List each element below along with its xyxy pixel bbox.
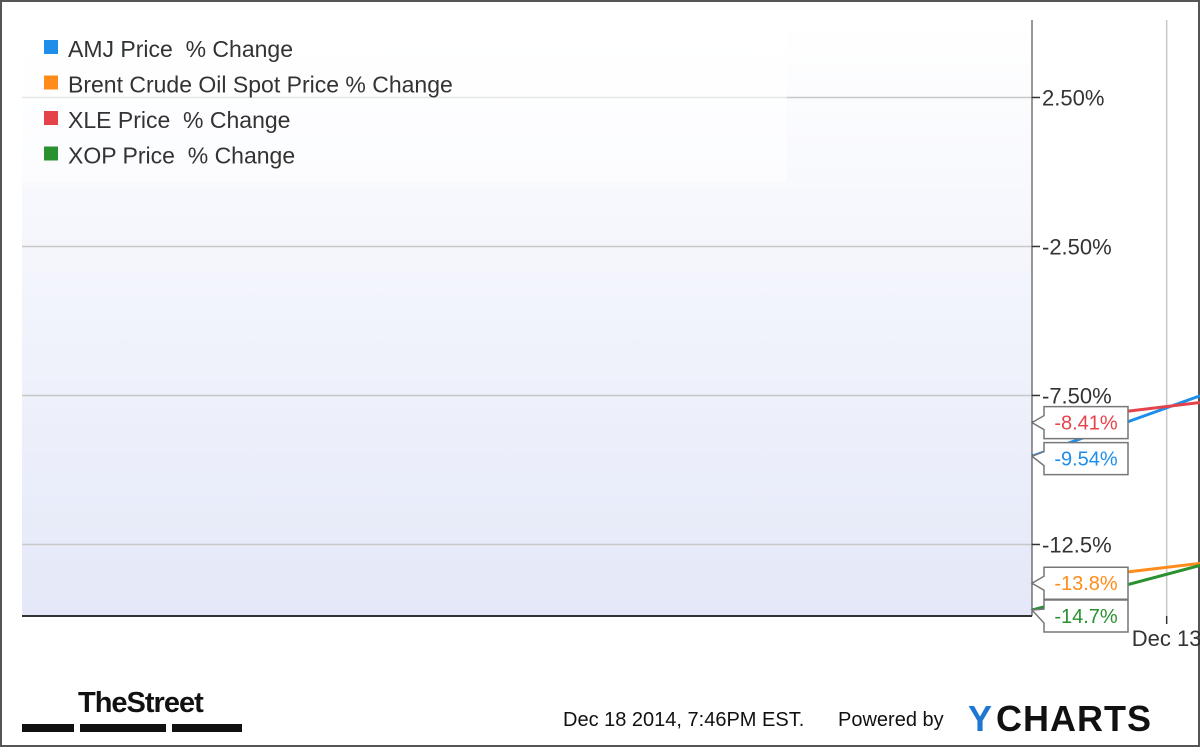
thestreet-logo: TheStreet (22, 687, 242, 732)
legend-label: XOP Price % Change (68, 143, 295, 169)
callout-box (1030, 441, 1129, 476)
x-axis-ticks: Dec 4Dec 7Dec 10Dec 13 (1132, 616, 1200, 651)
legend-label: AMJ Price % Change (68, 36, 293, 62)
end-value-callouts: -8.41% -9.54% -13.8% -14.7% (1030, 405, 1129, 633)
x-tick-label: Dec 13 (1132, 626, 1200, 651)
y-axis-ticks: 2.50% -2.50% -7.50% -12.5% (1032, 85, 1112, 557)
brand-y: Y (968, 698, 993, 739)
logo-bar (80, 724, 166, 732)
legend-swatch (44, 40, 58, 54)
legend-swatch (44, 146, 58, 161)
y-tick-label: -12.5% (1042, 532, 1112, 557)
callout-value: -14.7% (1054, 606, 1118, 628)
callout-box (1030, 599, 1129, 633)
legend-background (22, 20, 787, 182)
ycharts-logo: Y CHARTS (968, 698, 1152, 739)
logo-bar (22, 724, 74, 732)
callout-box (1030, 566, 1129, 600)
callout-value: -8.41% (1054, 413, 1118, 435)
callout-box (1030, 405, 1129, 440)
powered-by-label: Powered by (838, 709, 944, 731)
legend-label: XLE Price % Change (68, 107, 290, 133)
logo-bar (172, 724, 242, 732)
y-tick-label: -7.50% (1042, 383, 1112, 408)
legend: AMJ Price % Change Brent Crude Oil Spot P… (44, 36, 453, 169)
publisher-name: TheStreet (78, 687, 204, 719)
legend-swatch (44, 75, 58, 90)
legend-swatch (44, 111, 58, 125)
brand-name: CHARTS (996, 698, 1152, 739)
legend-label: Brent Crude Oil Spot Price % Change (68, 72, 453, 98)
y-tick-label: -2.50% (1042, 234, 1112, 259)
callout-value: -13.8% (1054, 573, 1118, 595)
callout-value: -9.54% (1054, 449, 1118, 471)
y-tick-label: 2.50% (1042, 85, 1104, 110)
timestamp: Dec 18 2014, 7:46PM EST. (563, 709, 804, 731)
